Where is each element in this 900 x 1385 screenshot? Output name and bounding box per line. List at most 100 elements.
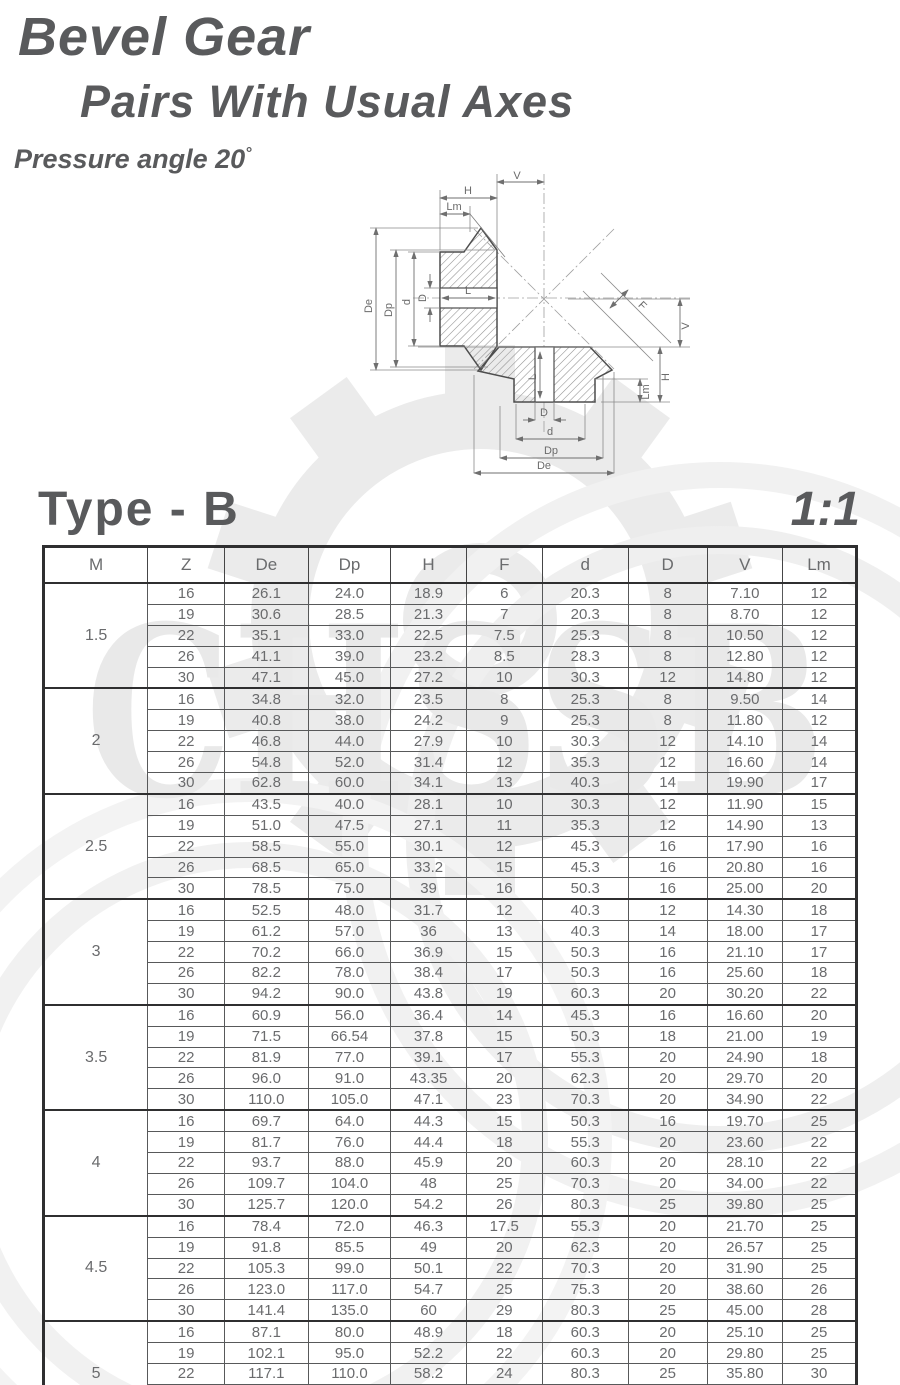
value-cell: 11.80 xyxy=(706,709,784,732)
value-cell: 25 xyxy=(782,1257,857,1280)
dim-f-right: F xyxy=(635,299,648,312)
value-cell: 50.3 xyxy=(541,1109,629,1133)
value-cell: 30 xyxy=(782,1362,857,1385)
value-cell: 77.0 xyxy=(307,1046,392,1069)
value-cell: 60.3 xyxy=(541,1320,629,1344)
value-cell: 31.90 xyxy=(706,1257,784,1280)
value-cell: 25 xyxy=(782,1342,857,1364)
value-cell: 60.3 xyxy=(541,1152,629,1174)
value-cell: 20.3 xyxy=(541,603,629,626)
value-cell: 33.2 xyxy=(390,856,467,879)
dim-d-left: d xyxy=(401,299,413,305)
table-row: 22 35.1 33.0 22.5 7.5 25.3 8 10.50 12 xyxy=(44,624,857,647)
value-cell: 58.5 xyxy=(224,835,309,858)
value-cell: 7 xyxy=(465,603,543,626)
z-cell: 30 xyxy=(147,877,226,900)
value-cell: 28 xyxy=(782,1299,857,1322)
value-cell: 12 xyxy=(627,751,708,774)
value-cell: 50.3 xyxy=(541,877,629,900)
table-row: 26 82.2 78.0 38.4 17 50.3 16 25.60 18 xyxy=(44,962,857,984)
value-cell: 54.8 xyxy=(224,751,309,774)
value-cell: 12 xyxy=(782,709,857,732)
value-cell: 90.0 xyxy=(307,982,392,1006)
value-cell: 15 xyxy=(465,1025,543,1048)
table-row: 4.5 16 78.4 72.0 46.3 17.5 55.3 20 21.70 25 xyxy=(42,1214,857,1322)
z-cell: 26 xyxy=(147,962,226,984)
value-cell: 14.90 xyxy=(706,814,784,837)
value-cell: 43.8 xyxy=(390,982,467,1006)
value-cell: 104.0 xyxy=(307,1172,392,1195)
value-cell: 18 xyxy=(465,1131,543,1154)
value-cell: 110.0 xyxy=(224,1088,309,1111)
value-cell: 16 xyxy=(627,856,708,879)
table-row: 26 68.5 65.0 33.2 15 45.3 16 20.80 16 xyxy=(44,856,857,879)
value-cell: 54.7 xyxy=(390,1278,467,1301)
value-cell: 25.3 xyxy=(541,687,629,711)
value-cell: 82.2 xyxy=(224,962,309,984)
table-row: 22 93.7 88.0 45.9 20 60.3 20 28.10 22 xyxy=(44,1152,857,1174)
module-cell: 5 xyxy=(42,1320,149,1385)
value-cell: 141.4 xyxy=(224,1299,309,1322)
value-cell: 25.3 xyxy=(541,709,629,732)
value-cell: 109.7 xyxy=(224,1172,309,1195)
value-cell: 20 xyxy=(627,1067,708,1090)
value-cell: 45.9 xyxy=(390,1152,467,1174)
col-header-de: De xyxy=(224,546,309,584)
value-cell: 14 xyxy=(782,687,857,711)
value-cell: 105.3 xyxy=(224,1257,309,1280)
degree-symbol: ° xyxy=(245,145,252,162)
table-row: 26 96.0 91.0 43.35 20 62.3 20 29.70 20 xyxy=(44,1067,857,1090)
value-cell: 12 xyxy=(627,814,708,837)
col-header-dp: Dp xyxy=(307,546,392,584)
value-cell: 16 xyxy=(627,941,708,964)
value-cell: 16 xyxy=(627,962,708,984)
value-cell: 38.60 xyxy=(706,1278,784,1301)
value-cell: 135.0 xyxy=(307,1299,392,1322)
value-cell: 26 xyxy=(465,1193,543,1217)
table-row: 2.5 16 43.5 40.0 28.1 10 30.3 12 11.90 15 xyxy=(42,792,857,900)
value-cell: 35.3 xyxy=(541,814,629,837)
value-cell: 22 xyxy=(782,1131,857,1154)
table-row: 22 46.8 44.0 27.9 10 30.3 12 14.10 14 xyxy=(44,730,857,753)
value-cell: 55.3 xyxy=(541,1214,629,1238)
value-cell: 47.1 xyxy=(390,1088,467,1111)
value-cell: 60.3 xyxy=(541,1342,629,1364)
value-cell: 45.3 xyxy=(541,835,629,858)
module-cell: 4 xyxy=(42,1109,149,1217)
z-cell: 26 xyxy=(147,1172,226,1195)
value-cell: 117.0 xyxy=(307,1278,392,1301)
value-cell: 48.0 xyxy=(307,898,392,922)
z-cell: 30 xyxy=(147,982,226,1006)
value-cell: 31.7 xyxy=(390,898,467,922)
value-cell: 91.8 xyxy=(224,1236,309,1259)
value-cell: 40.8 xyxy=(224,709,309,732)
dim-h-right: H xyxy=(660,373,672,381)
value-cell: 26.57 xyxy=(706,1236,784,1259)
table-row: 30 125.7 120.0 54.2 26 80.3 25 39.80 25 xyxy=(44,1193,857,1217)
dimension-lines xyxy=(373,179,683,476)
dim-dp-bottom: Dp xyxy=(544,445,558,457)
value-cell: 28.3 xyxy=(541,645,629,668)
value-cell: 22 xyxy=(465,1257,543,1280)
value-cell: 12 xyxy=(782,645,857,668)
value-cell: 30.6 xyxy=(224,603,309,626)
value-cell: 60.9 xyxy=(224,1003,309,1027)
value-cell: 20 xyxy=(627,1131,708,1154)
value-cell: 22 xyxy=(782,1088,857,1111)
value-cell: 80.3 xyxy=(541,1193,629,1217)
ratio-label: 1:1 xyxy=(790,483,860,536)
table-row: 30 62.8 60.0 34.1 13 40.3 14 19.90 17 xyxy=(44,772,857,795)
z-cell: 22 xyxy=(147,835,226,858)
table-row: 22 70.2 66.0 36.9 15 50.3 16 21.10 17 xyxy=(44,941,857,964)
value-cell: 10.50 xyxy=(706,624,784,647)
value-cell: 28.10 xyxy=(706,1152,784,1174)
value-cell: 13 xyxy=(782,814,857,837)
page-title: Bevel Gear xyxy=(18,7,311,67)
value-cell: 20 xyxy=(627,1214,708,1238)
value-cell: 34.90 xyxy=(706,1088,784,1111)
value-cell: 12 xyxy=(627,792,708,816)
z-cell: 30 xyxy=(147,772,226,795)
dimension-labels: V H Lm De Dp d D L F V H Lm L D d Dp De xyxy=(363,170,692,472)
value-cell: 13 xyxy=(465,772,543,795)
value-cell: 12 xyxy=(465,751,543,774)
